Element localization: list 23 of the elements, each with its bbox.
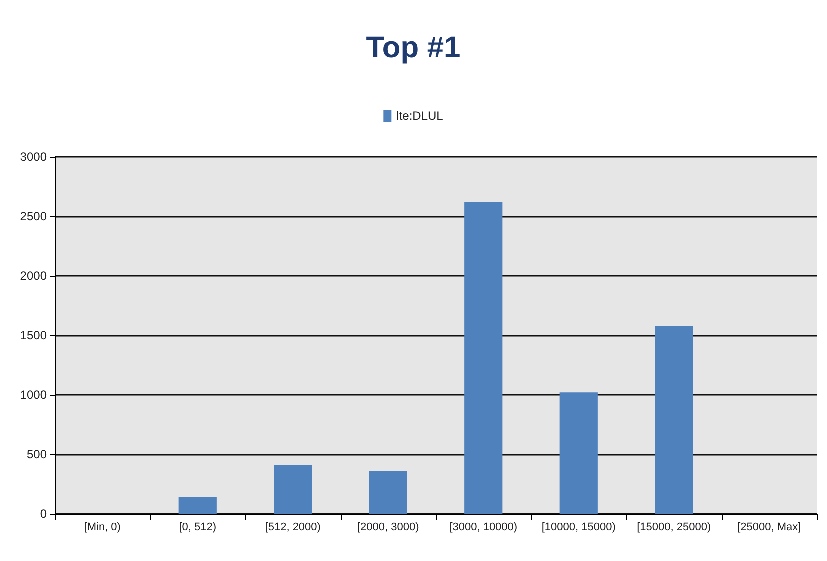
bar [655,326,694,514]
x-tick-label: [10000, 15000) [542,522,616,534]
y-tick-label: 0 [40,507,48,521]
bar [178,497,217,514]
x-tick-label: [0, 512) [179,522,217,534]
x-tick-label: [15000, 25000) [637,522,712,534]
bar [560,392,598,514]
bar [464,202,503,514]
bar [369,471,408,514]
y-tick-label: 500 [26,448,48,462]
y-tick-label: 2000 [20,269,48,283]
legend-label: lte:DLUL [396,109,444,123]
y-tick-label: 1000 [20,388,48,402]
x-tick-label: [3000, 10000) [450,522,518,534]
chart-title: Top #1 [366,32,461,64]
bar [274,465,312,514]
x-tick-label: [512, 2000) [265,522,321,534]
y-tick-label: 3000 [20,150,48,164]
y-tick-label: 2500 [20,210,48,224]
x-tick-label: [25000, Max] [738,522,802,534]
x-tick-label: [2000, 3000) [357,522,420,534]
y-tick-label: 1500 [20,328,48,342]
x-tick-label: [Min, 0) [84,522,121,534]
